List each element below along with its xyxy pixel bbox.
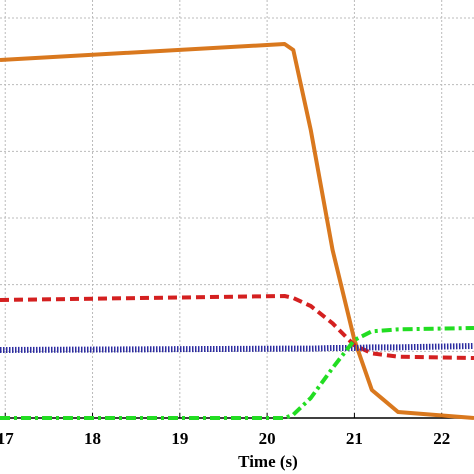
- x-tick-label: 18: [84, 429, 101, 448]
- series-line: [0, 42, 474, 420]
- series-line: [0, 294, 474, 360]
- x-tick-label: 21: [346, 429, 363, 448]
- series-line: [0, 326, 474, 420]
- x-axis-label: Time (s): [238, 452, 298, 471]
- x-tick-label: 20: [259, 429, 276, 448]
- x-tick-label: 22: [433, 429, 450, 448]
- series-line: [0, 343, 474, 353]
- x-tick-label: 19: [171, 429, 188, 448]
- x-tick-label: 17: [0, 429, 14, 448]
